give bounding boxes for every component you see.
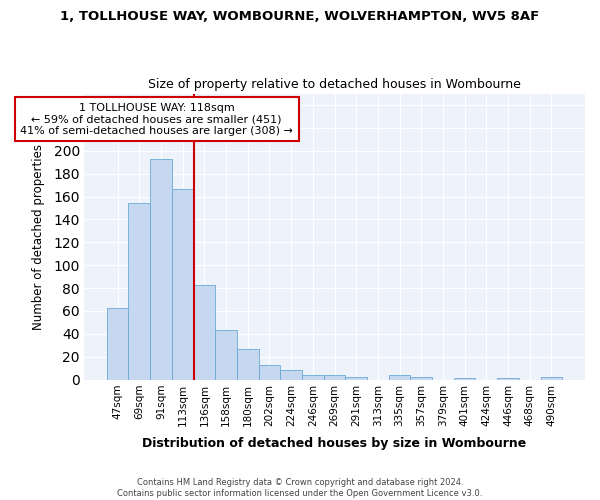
Bar xyxy=(541,378,562,380)
Bar xyxy=(215,330,237,380)
Bar xyxy=(194,284,215,380)
Bar xyxy=(497,378,519,380)
Bar xyxy=(323,375,346,380)
Bar xyxy=(237,348,259,380)
Title: Size of property relative to detached houses in Wombourne: Size of property relative to detached ho… xyxy=(148,78,521,91)
X-axis label: Distribution of detached houses by size in Wombourne: Distribution of detached houses by size … xyxy=(142,437,527,450)
Bar xyxy=(389,375,410,380)
Bar xyxy=(280,370,302,380)
Text: 1, TOLLHOUSE WAY, WOMBOURNE, WOLVERHAMPTON, WV5 8AF: 1, TOLLHOUSE WAY, WOMBOURNE, WOLVERHAMPT… xyxy=(61,10,539,23)
Bar xyxy=(128,204,150,380)
Bar xyxy=(454,378,475,380)
Y-axis label: Number of detached properties: Number of detached properties xyxy=(32,144,45,330)
Bar xyxy=(107,308,128,380)
Bar xyxy=(302,375,323,380)
Text: Contains HM Land Registry data © Crown copyright and database right 2024.
Contai: Contains HM Land Registry data © Crown c… xyxy=(118,478,482,498)
Bar xyxy=(150,159,172,380)
Bar xyxy=(346,378,367,380)
Bar xyxy=(259,364,280,380)
Bar xyxy=(410,378,432,380)
Text: 1 TOLLHOUSE WAY: 118sqm  
← 59% of detached houses are smaller (451)
41% of semi: 1 TOLLHOUSE WAY: 118sqm ← 59% of detache… xyxy=(20,102,293,136)
Bar xyxy=(172,188,194,380)
